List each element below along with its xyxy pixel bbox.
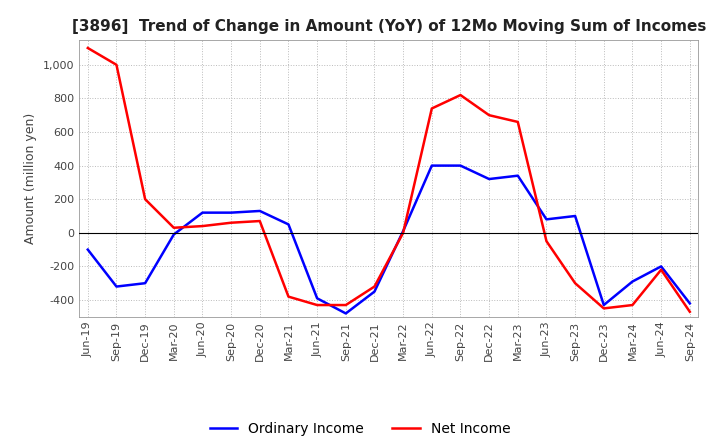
Ordinary Income <box>456 163 465 168</box>
Ordinary Income <box>600 302 608 308</box>
Ordinary Income <box>628 279 636 284</box>
Ordinary Income <box>685 301 694 306</box>
Line: Net Income: Net Income <box>88 48 690 312</box>
Net Income <box>657 267 665 272</box>
Net Income <box>428 106 436 111</box>
Ordinary Income <box>84 247 92 252</box>
Ordinary Income <box>370 289 379 294</box>
Net Income <box>227 220 235 225</box>
Net Income <box>542 238 551 244</box>
Net Income <box>628 302 636 308</box>
Y-axis label: Amount (million yen): Amount (million yen) <box>24 113 37 244</box>
Net Income <box>141 197 150 202</box>
Net Income <box>600 306 608 311</box>
Ordinary Income <box>341 311 350 316</box>
Net Income <box>571 281 580 286</box>
Net Income <box>456 92 465 98</box>
Ordinary Income <box>141 281 150 286</box>
Net Income <box>485 113 493 118</box>
Ordinary Income <box>399 228 408 234</box>
Ordinary Income <box>112 284 121 289</box>
Net Income <box>198 224 207 229</box>
Net Income <box>399 230 408 235</box>
Net Income <box>685 309 694 315</box>
Ordinary Income <box>513 173 522 178</box>
Ordinary Income <box>227 210 235 215</box>
Net Income <box>370 284 379 289</box>
Net Income <box>84 45 92 51</box>
Ordinary Income <box>256 208 264 213</box>
Net Income <box>284 294 293 299</box>
Ordinary Income <box>571 213 580 219</box>
Legend: Ordinary Income, Net Income: Ordinary Income, Net Income <box>204 417 516 440</box>
Ordinary Income <box>485 176 493 182</box>
Ordinary Income <box>312 296 321 301</box>
Ordinary Income <box>169 232 178 237</box>
Net Income <box>256 218 264 224</box>
Ordinary Income <box>284 222 293 227</box>
Ordinary Income <box>428 163 436 168</box>
Net Income <box>341 302 350 308</box>
Title: [3896]  Trend of Change in Amount (YoY) of 12Mo Moving Sum of Incomes: [3896] Trend of Change in Amount (YoY) o… <box>71 19 706 34</box>
Ordinary Income <box>657 264 665 269</box>
Net Income <box>169 225 178 231</box>
Ordinary Income <box>542 217 551 222</box>
Net Income <box>513 119 522 125</box>
Line: Ordinary Income: Ordinary Income <box>88 165 690 313</box>
Net Income <box>112 62 121 67</box>
Ordinary Income <box>198 210 207 215</box>
Net Income <box>312 302 321 308</box>
